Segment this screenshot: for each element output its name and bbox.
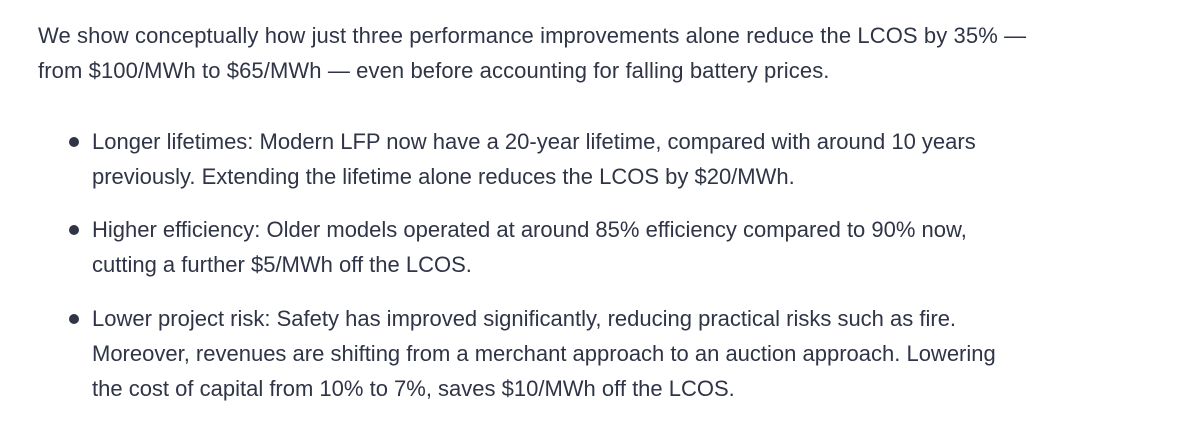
bullet-dot-icon — [69, 225, 79, 235]
bullet-line: Higher efficiency: Older models operated… — [92, 217, 967, 242]
article-content: We show conceptually how just three perf… — [38, 18, 1168, 424]
bullet-lower-project-risk: Lower project risk: Safety has improved … — [38, 301, 1168, 406]
bullet-longer-lifetimes: Longer lifetimes: Modern LFP now have a … — [38, 124, 1168, 194]
bullet-dot-icon — [69, 314, 79, 324]
bullet-line: Moreover, revenues are shifting from a m… — [92, 341, 996, 366]
bullet-dot-icon — [69, 137, 79, 147]
bullet-higher-efficiency: Higher efficiency: Older models operated… — [38, 212, 1168, 282]
bullet-line: previously. Extending the lifetime alone… — [92, 164, 795, 189]
bullet-line: the cost of capital from 10% to 7%, save… — [92, 376, 735, 401]
intro-line: from $100/MWh to $65/MWh — even before a… — [38, 58, 830, 83]
intro-paragraph: We show conceptually how just three perf… — [38, 18, 1168, 88]
intro-line: We show conceptually how just three perf… — [38, 23, 1027, 48]
bullet-line: cutting a further $5/MWh off the LCOS. — [92, 252, 472, 277]
bullet-line: Longer lifetimes: Modern LFP now have a … — [92, 129, 976, 154]
bullet-list: Longer lifetimes: Modern LFP now have a … — [38, 124, 1168, 406]
bullet-line: Lower project risk: Safety has improved … — [92, 306, 957, 331]
